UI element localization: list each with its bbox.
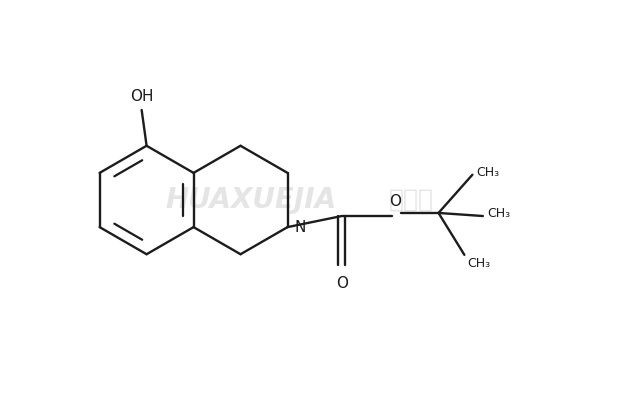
Text: CH₃: CH₃ xyxy=(487,207,510,220)
Text: CH₃: CH₃ xyxy=(468,257,491,270)
Text: OH: OH xyxy=(130,89,153,104)
Text: O: O xyxy=(336,276,347,292)
Text: 化学加: 化学加 xyxy=(389,188,434,212)
Text: O: O xyxy=(389,194,401,209)
Text: N: N xyxy=(295,220,306,235)
Text: HUAXUEJIA: HUAXUEJIA xyxy=(166,186,337,214)
Text: CH₃: CH₃ xyxy=(477,166,500,179)
